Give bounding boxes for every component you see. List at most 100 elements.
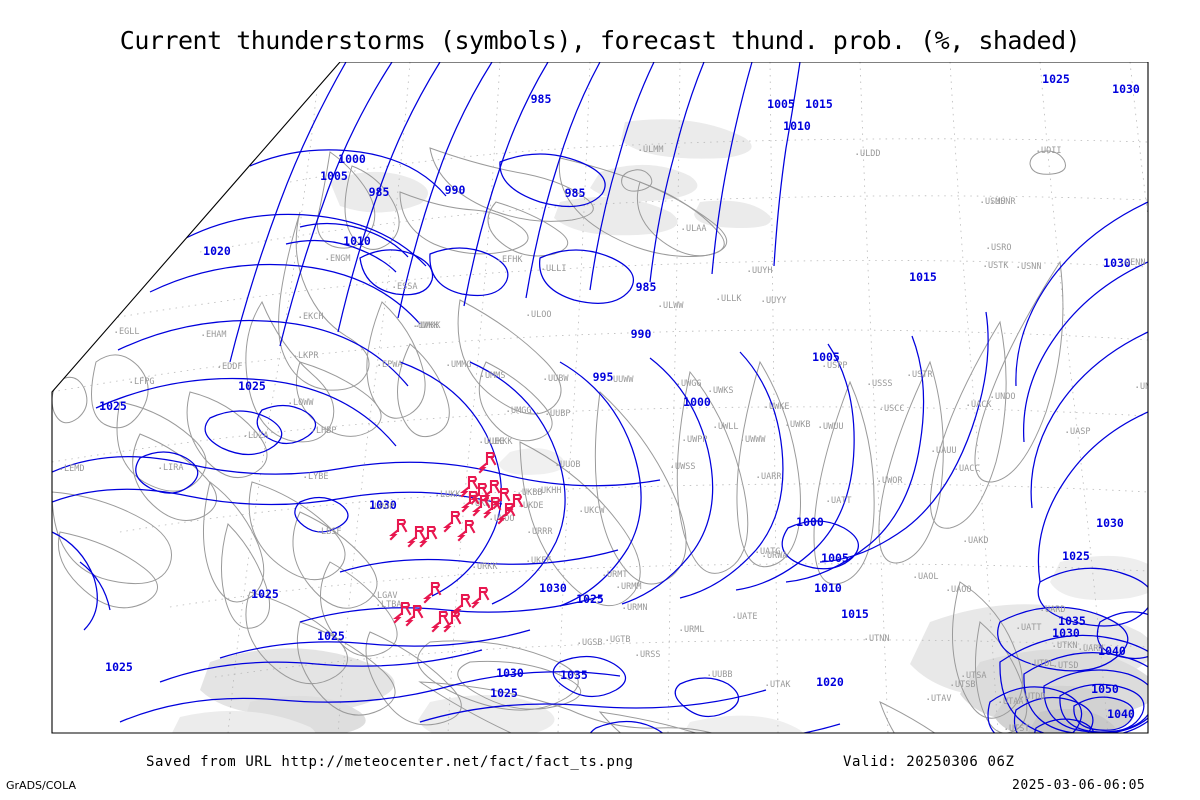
station-label: UAOL [918, 572, 938, 582]
station-label: LOWW [293, 398, 314, 408]
station-label: URMM [621, 582, 641, 592]
page-title: Current thunderstorms (symbols), forecas… [119, 26, 1081, 55]
station-label: UTSB [955, 680, 975, 690]
station-label: URRR [532, 527, 553, 537]
station-dot [498, 259, 500, 261]
station-label: UMMG [451, 360, 471, 370]
station-label: UNOO [995, 392, 1015, 402]
station-dot [967, 404, 969, 406]
station-label: LIRA [163, 463, 183, 473]
station-dot [856, 153, 858, 155]
station-dot [528, 531, 530, 533]
station-label: URWA [767, 551, 787, 561]
station-label: LEMD [64, 464, 84, 474]
station-dot [623, 607, 625, 609]
station-dot [317, 531, 319, 533]
station-label: UTDD [1025, 692, 1045, 702]
station-dot [603, 574, 605, 576]
station-label: UASP [1070, 427, 1090, 437]
isobar-contours [52, 62, 1148, 733]
station-dot [1066, 431, 1068, 433]
isobar-labels: 1000 1005 985 990 985 985 1005 1015 1010 1020 1010… [99, 72, 1140, 721]
station-dot [115, 331, 117, 333]
isobar-label: 1040 [1098, 644, 1126, 658]
station-dot [1021, 696, 1023, 698]
station-label: UATG [760, 547, 780, 557]
station-label: LBSF [321, 527, 341, 537]
station-label: URKK [477, 562, 498, 572]
station-label: ULDD [860, 149, 880, 159]
isobar-label: 1030 [496, 666, 524, 680]
station-label: UAOO [951, 585, 971, 595]
station-dot [708, 674, 710, 676]
station-dot [927, 698, 929, 700]
station-label: UTKN [1057, 641, 1077, 651]
station-label: UARM [1083, 644, 1103, 654]
station-dot [527, 560, 529, 562]
station-label: ENGM [330, 254, 350, 264]
valid-time: Valid: 20250306 06Z [843, 754, 1015, 770]
station-dot [714, 426, 716, 428]
station-dot [556, 464, 558, 466]
isobar-label: 1000 [683, 395, 711, 409]
isobar-label: 1005 [320, 169, 348, 183]
station-dot [677, 383, 679, 385]
station-dot [984, 265, 986, 267]
station-dot [481, 375, 483, 377]
isobar-label: 1025 [238, 379, 266, 393]
isobar-label: 1010 [814, 581, 842, 595]
station-dot [709, 390, 711, 392]
station-dot [1005, 728, 1007, 730]
station-label: UKBB [522, 488, 542, 498]
isobar-label: 985 [636, 280, 657, 294]
station-label: UGTB [610, 635, 630, 645]
station-dot [370, 506, 372, 508]
station-dot [1121, 262, 1123, 264]
station-label: UOII [1041, 146, 1061, 156]
station-label: ULMM [643, 145, 663, 155]
isobar-label: 985 [369, 185, 390, 199]
station-label: LUKK [440, 490, 461, 500]
station-dot [507, 410, 509, 412]
station-label: UTAA [1003, 697, 1023, 707]
station-label: LGAV [377, 591, 397, 601]
station-label: UGSB [582, 638, 602, 648]
station-label: UKKK [492, 437, 513, 447]
isobar-label: 1000 [338, 152, 366, 166]
station-dot [1017, 266, 1019, 268]
station-label: USPP [827, 361, 847, 371]
station-label: LDZA [248, 431, 268, 441]
station-dot [447, 364, 449, 366]
station-dot [606, 639, 608, 641]
station-label: UKHH [541, 486, 561, 496]
producer-credit: GrADS/COLA [6, 779, 76, 792]
station-dot [991, 396, 993, 398]
isobar-label: 1005 [821, 551, 849, 565]
station-dot [414, 325, 416, 327]
station-label: UWKE [769, 402, 789, 412]
map-svg: 1000 1005 985 990 985 985 1005 1015 1010 1020 1010… [0, 62, 1200, 740]
station-dot [680, 629, 682, 631]
station-dot [878, 480, 880, 482]
isobar-label: 1025 [576, 592, 604, 606]
isobar-label: 1005 [812, 350, 840, 364]
station-dot [488, 441, 490, 443]
station-label: UWKB [790, 420, 810, 430]
station-label: EDDF [222, 362, 242, 372]
station-label: ULLI [546, 264, 566, 274]
station-dot [527, 314, 529, 316]
station-dot [639, 149, 641, 151]
station-dot [580, 510, 582, 512]
isobar-label: 1010 [783, 119, 811, 133]
isobar-label: 1035 [560, 668, 588, 682]
isobar-label: 1015 [841, 607, 869, 621]
station-label: UACC [959, 464, 979, 474]
station-label: UKCW [584, 506, 605, 516]
station-dot [757, 476, 759, 478]
station-label: UKDE [523, 501, 543, 511]
station-dot [951, 684, 953, 686]
station-dot [819, 426, 821, 428]
isobar-label: 1025 [105, 660, 133, 674]
map-frame [51, 62, 1149, 734]
